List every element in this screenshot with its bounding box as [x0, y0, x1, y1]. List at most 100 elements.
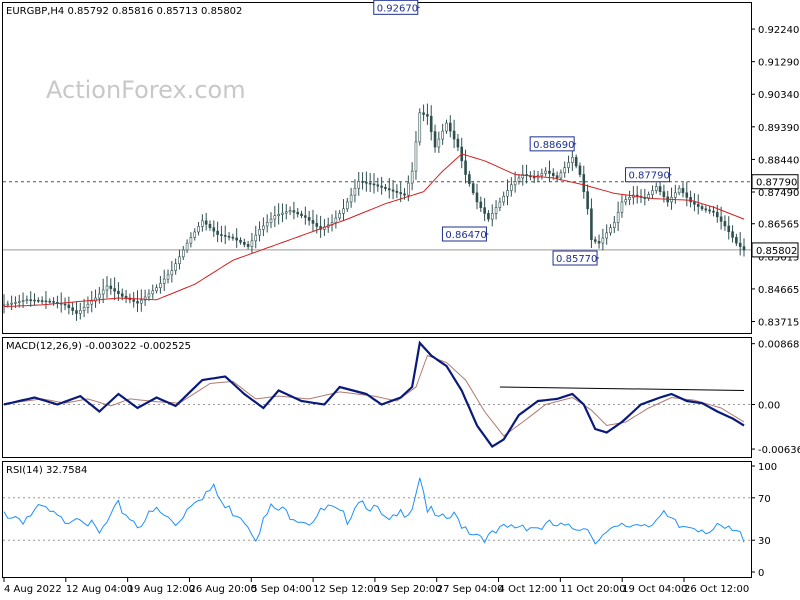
candle-body	[677, 187, 681, 194]
candle-body	[33, 299, 36, 302]
candle-body	[487, 213, 490, 220]
candle-body	[563, 167, 567, 174]
candle-body	[494, 207, 498, 214]
candle-body	[258, 229, 261, 236]
candle-body	[662, 191, 666, 198]
candle-body	[235, 237, 238, 241]
candle-body	[124, 295, 128, 299]
price-tag-label: 0.85802	[756, 246, 797, 257]
candle-body	[452, 130, 456, 140]
price-tick-label: 0.84665	[758, 285, 799, 296]
candle-body	[342, 208, 345, 214]
annotation-box	[529, 136, 575, 152]
candle-body	[517, 177, 521, 182]
candle-body	[288, 210, 292, 213]
candle-body	[86, 303, 90, 308]
candles	[2, 103, 746, 321]
macd-header: MACD(12,26,9) -0.003022 -0.002525	[6, 341, 191, 352]
candle-body	[189, 237, 193, 244]
time-tick-label: 26 Aug 20:00	[189, 584, 256, 595]
candle-body	[372, 183, 376, 186]
candle-body	[120, 293, 124, 297]
candle-body	[731, 231, 734, 238]
candle-body	[441, 130, 444, 140]
annotation-label: 0.85770	[556, 254, 597, 265]
candle-body	[178, 256, 181, 265]
candle-body	[567, 162, 570, 168]
candle-body	[166, 274, 170, 280]
time-tick-label: 19 Sep 20:00	[375, 584, 442, 595]
candle-body	[296, 211, 300, 215]
candle-body	[246, 244, 250, 247]
candle-body	[605, 232, 608, 239]
price-tick-label: 0.90340	[758, 90, 799, 101]
candle-body	[223, 235, 227, 237]
candle-body	[143, 296, 147, 301]
time-tick-label: 19 Aug 12:00	[128, 584, 195, 595]
candle-body	[704, 208, 708, 211]
candle-body	[243, 241, 246, 245]
candle-body	[674, 192, 677, 198]
candle-body	[162, 278, 166, 284]
candle-body	[147, 293, 151, 298]
candle-body	[410, 170, 414, 184]
candle-body	[193, 231, 197, 238]
candle-body	[311, 220, 315, 224]
rsi-tick-label: 70	[758, 494, 771, 505]
candle-body	[647, 194, 650, 199]
annotation-label: 0.87790	[629, 171, 670, 182]
candle-body	[52, 301, 55, 303]
candle-body	[418, 112, 422, 143]
candle-body	[395, 190, 399, 193]
candle-body	[159, 283, 162, 289]
candle-body	[582, 174, 586, 192]
price-tag-box	[751, 174, 799, 190]
candle-body	[109, 285, 113, 289]
candle-body	[113, 288, 116, 292]
candle-body	[208, 223, 212, 228]
time-tick-label: 4 Aug 2022	[4, 584, 62, 595]
candle-body	[712, 210, 715, 213]
candle-body	[380, 185, 383, 188]
candle-body	[468, 174, 471, 184]
candle-body	[67, 304, 71, 309]
candle-body	[204, 220, 208, 225]
candle-body	[10, 302, 13, 305]
time-tick-label: 12 Aug 04:00	[66, 584, 133, 595]
candle-body	[624, 199, 628, 203]
candle-body	[48, 300, 52, 303]
candle-body	[14, 301, 17, 304]
price-tick-label: 0.88440	[758, 155, 799, 166]
candle-body	[696, 203, 700, 207]
candle-body	[170, 270, 174, 276]
candle-body	[735, 237, 738, 244]
candle-body	[586, 191, 589, 210]
rsi-tick-label: 30	[758, 536, 771, 547]
candle-body	[555, 175, 559, 179]
candle-body	[273, 215, 277, 220]
candle-body	[521, 174, 525, 179]
time-tick-label: 12 Sep 12:00	[313, 584, 380, 595]
candle-body	[483, 207, 486, 214]
candle-body	[403, 193, 406, 196]
candle-body	[628, 197, 631, 200]
annotation-label: 0.86470	[445, 230, 486, 241]
macd-tick-label: 0.008686	[758, 340, 800, 351]
candle-body	[71, 307, 74, 311]
candle-body	[25, 299, 29, 302]
candle-body	[239, 239, 242, 243]
candle-body	[284, 211, 288, 214]
rsi-header: RSI(14) 32.7584	[6, 465, 87, 476]
candle-body	[616, 211, 620, 223]
candle-body	[513, 181, 517, 186]
candle-body	[727, 225, 731, 232]
candle-body	[490, 213, 494, 220]
candle-body	[456, 138, 460, 148]
candle-body	[338, 213, 341, 219]
macd-line	[3, 340, 745, 448]
candle-body	[433, 131, 437, 148]
candle-body	[654, 186, 658, 191]
candle-body	[250, 240, 254, 247]
annotation-box	[552, 250, 598, 266]
